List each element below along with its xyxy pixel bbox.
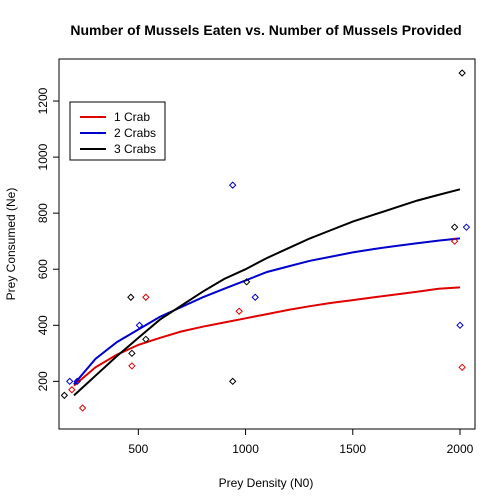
legend-label: 1 Crab xyxy=(114,110,150,124)
x-tick-label: 1000 xyxy=(232,442,259,456)
plot-frame xyxy=(58,58,476,430)
point-series-3 xyxy=(127,293,135,301)
legend-label: 2 Crabs xyxy=(114,126,156,140)
point-series-1 xyxy=(68,386,76,394)
x-tick-label: 500 xyxy=(128,442,148,456)
point-series-1 xyxy=(458,363,466,372)
y-tick-label: 200 xyxy=(36,371,50,391)
point-series-1 xyxy=(142,293,150,301)
point-series-2 xyxy=(73,377,81,386)
y-tick-label: 1000 xyxy=(36,143,50,170)
curve-series-1 xyxy=(73,286,461,387)
point-series-2 xyxy=(456,321,464,329)
point-series-3 xyxy=(450,223,459,231)
point-series-3 xyxy=(142,335,150,344)
chart-title: Number of Mussels Eaten vs. Number of Mu… xyxy=(70,22,461,38)
data-points xyxy=(60,69,471,412)
point-series-1 xyxy=(450,237,459,245)
point-series-2 xyxy=(66,377,74,386)
fitted-curves xyxy=(73,188,461,397)
x-axis: 500 1000 1500 2000 xyxy=(128,429,474,456)
point-series-2 xyxy=(228,181,237,189)
point-series-2 xyxy=(135,321,144,329)
curve-series-3 xyxy=(73,188,461,397)
point-series-3 xyxy=(242,278,251,286)
curve-series-2 xyxy=(73,237,461,385)
point-series-3 xyxy=(60,391,69,400)
y-tick-label: 600 xyxy=(36,259,50,279)
point-series-2 xyxy=(251,293,259,301)
point-series-3 xyxy=(228,377,237,386)
y-axis: 200 400 600 800 1000 1200 xyxy=(36,87,59,391)
legend: 1 Crab 2 Crabs 3 Crabs xyxy=(69,101,166,161)
y-tick-label: 800 xyxy=(36,203,50,223)
x-axis-label: Prey Density (N0) xyxy=(219,476,314,490)
point-series-2 xyxy=(462,223,471,231)
y-axis-label: Prey Consumed (Ne) xyxy=(4,188,18,301)
point-series-1 xyxy=(128,362,136,370)
legend-box xyxy=(69,101,166,161)
point-series-3 xyxy=(128,349,136,358)
point-series-3 xyxy=(458,69,466,77)
x-tick-label: 1500 xyxy=(339,442,366,456)
legend-label: 3 Crabs xyxy=(114,142,156,156)
point-series-1 xyxy=(78,404,87,412)
y-tick-label: 400 xyxy=(36,315,50,335)
x-tick-label: 2000 xyxy=(447,442,474,456)
y-tick-label: 1200 xyxy=(36,87,50,114)
point-series-1 xyxy=(235,307,243,315)
